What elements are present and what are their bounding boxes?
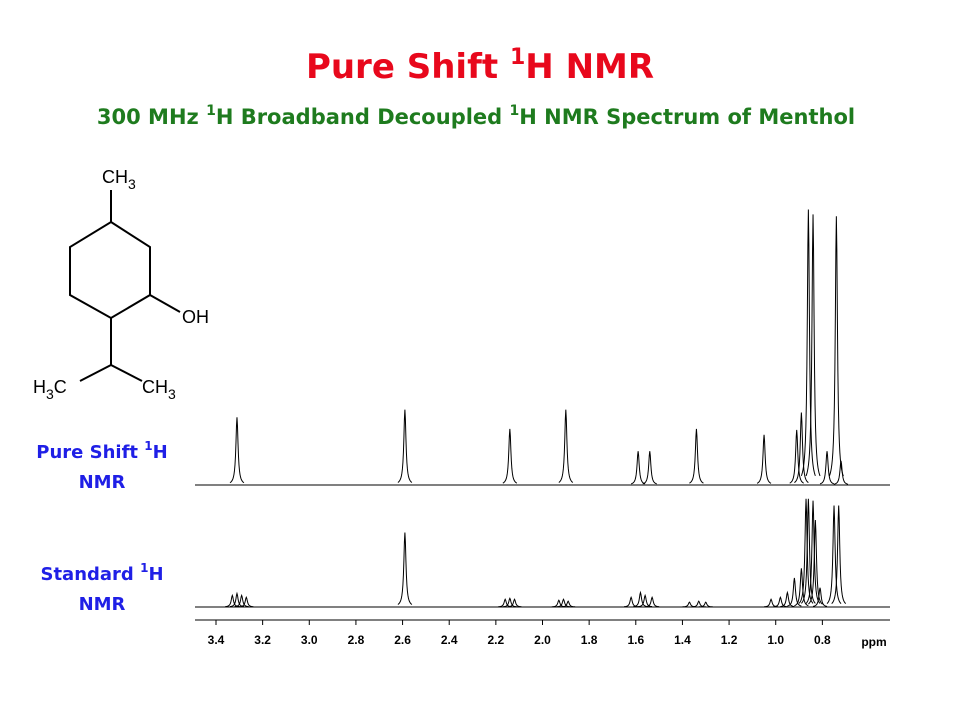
label-sup: 1: [140, 561, 148, 575]
peak: [833, 460, 849, 485]
atom-text: C: [54, 377, 67, 397]
x-tick-label: 3.0: [301, 633, 318, 647]
subtitle-sup: 1: [510, 103, 520, 119]
peak: [805, 214, 821, 477]
peak: [234, 593, 249, 608]
x-tick-label: 2.6: [394, 633, 411, 647]
bond: [110, 364, 143, 382]
label-text: Standard: [40, 564, 140, 585]
peak: [630, 451, 646, 485]
peak: [239, 595, 254, 608]
molecule: CH3 OH H3C CH3: [33, 167, 209, 402]
subtitle-text: H Broadband Decoupled: [216, 105, 510, 129]
series-label: NMR: [79, 594, 126, 615]
title: Pure Shift 1H NMR: [306, 45, 654, 87]
x-tick-label: 1.8: [581, 633, 598, 647]
ring: [69, 220, 151, 320]
peak: [780, 590, 795, 608]
atom-text: H: [33, 377, 46, 397]
peak: [819, 451, 835, 485]
peak: [812, 587, 828, 607]
peak: [805, 500, 821, 604]
atom-sub: 3: [168, 386, 176, 402]
peak: [756, 434, 772, 484]
bond: [79, 364, 112, 382]
label-text: Pure Shift: [36, 442, 144, 463]
x-tick-label: 3.2: [254, 633, 271, 647]
peak: [828, 216, 844, 477]
peak: [561, 600, 576, 608]
plot: 3.4 3.2 3.0 2.8 2.6 2.4 2.2 2.0 1.8 1.6 1.4 1.2 1.0 0…: [195, 209, 890, 647]
atom-label: H3C: [33, 377, 67, 402]
subtitle: 300 MHz 1H Broadband Decoupled 1H NMR Sp…: [97, 103, 855, 129]
atom-label: CH3: [142, 377, 176, 402]
series-label: Pure Shift 1H: [36, 439, 167, 463]
subtitle-text: 300 MHz: [97, 105, 206, 129]
x-tick-label: 2.8: [348, 633, 365, 647]
x-tick-label: 2.4: [441, 633, 458, 647]
atom-label: OH: [182, 307, 209, 327]
peak: [558, 409, 574, 483]
peak: [502, 597, 517, 608]
atom-sub: 3: [46, 386, 54, 402]
peak: [789, 429, 804, 484]
peak: [397, 409, 413, 483]
atom-text: CH: [142, 377, 168, 397]
peak: [800, 209, 816, 476]
x-axis-label: ppm: [861, 635, 886, 649]
peak: [794, 568, 809, 607]
peak: [689, 428, 704, 484]
title-text: H NMR: [525, 47, 654, 87]
x-tick-label: 1.0: [767, 633, 784, 647]
peak: [397, 532, 413, 605]
peak: [502, 428, 518, 484]
subtitle-sup: 1: [206, 103, 216, 119]
atom-text: OH: [182, 307, 209, 327]
atom-sub: 3: [128, 176, 136, 192]
title-text: Pure Shift: [306, 47, 510, 87]
series-label: NMR: [79, 472, 126, 493]
peak: [831, 505, 847, 604]
peak: [801, 498, 816, 604]
x-tick-label: 1.6: [627, 633, 644, 647]
peak: [808, 519, 823, 605]
peak: [645, 595, 660, 608]
label-text: H: [148, 564, 163, 585]
x-tick-label: 2.0: [534, 633, 551, 647]
peak: [556, 598, 571, 608]
peak: [638, 593, 653, 608]
peak: [826, 505, 842, 604]
bond: [149, 294, 181, 313]
x-tick-label: 1.4: [674, 633, 691, 647]
peak: [225, 593, 240, 608]
peak: [698, 601, 713, 608]
subtitle-text: H NMR Spectrum of Menthol: [519, 105, 855, 129]
peak: [787, 577, 802, 607]
peak: [229, 417, 245, 484]
atom-label: CH3: [102, 167, 136, 192]
label-text: H: [153, 442, 168, 463]
series-label: Standard 1H: [40, 561, 163, 585]
atom-text: CH: [102, 167, 128, 187]
label-sup: 1: [144, 439, 152, 453]
peak: [794, 412, 809, 483]
title-sup: 1: [510, 45, 525, 70]
peak: [642, 451, 657, 485]
peak: [764, 598, 779, 608]
x-tick-label: 0.8: [814, 633, 831, 647]
peak: [633, 590, 648, 608]
peak: [507, 598, 522, 608]
peak: [691, 600, 706, 608]
x-tick-label: 2.2: [488, 633, 505, 647]
x-tick-label: 1.2: [721, 633, 738, 647]
x-tick-label: 3.4: [208, 633, 225, 647]
peak: [773, 595, 788, 608]
